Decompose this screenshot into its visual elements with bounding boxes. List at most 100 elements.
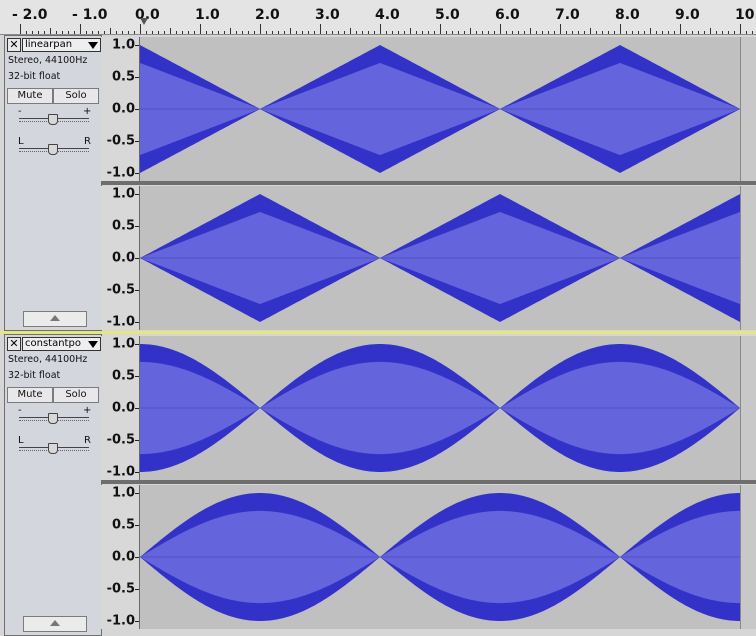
ruler-minor-tick — [188, 31, 189, 34]
ruler-minor-tick — [668, 31, 669, 34]
collapse-track-button[interactable] — [23, 616, 87, 632]
channel-separator — [101, 480, 756, 484]
ruler-minor-tick — [536, 31, 537, 34]
track-name-menu[interactable]: linearpan — [22, 38, 101, 52]
gain-plus-label: + — [83, 405, 92, 416]
ruler-minor-tick — [116, 31, 117, 34]
amplitude-label: 0.5 — [111, 218, 135, 234]
amplitude-label: 1.0 — [111, 37, 135, 53]
ruler-minor-tick — [356, 31, 357, 34]
ruler-minor-tick — [272, 31, 273, 34]
amplitude-label: -1.0 — [106, 613, 135, 629]
pan-slider-thumb[interactable] — [48, 443, 58, 454]
ruler-minor-tick — [164, 31, 165, 34]
ruler-minor-tick — [470, 28, 471, 34]
amplitude-label: -0.5 — [106, 133, 135, 149]
ruler-minor-tick — [338, 31, 339, 34]
ruler-minor-tick — [602, 31, 603, 34]
amplitude-label: 0.0 — [111, 101, 135, 117]
waveform-channel-left[interactable] — [140, 37, 740, 181]
pan-slider-thumb[interactable] — [48, 144, 58, 155]
ruler-tick-label: 9.0 — [675, 7, 700, 23]
ruler-minor-tick — [368, 31, 369, 34]
track-right-edge — [740, 336, 756, 480]
amplitude-tick — [135, 258, 139, 259]
ruler-minor-tick — [566, 31, 567, 34]
ruler-minor-tick — [170, 28, 171, 34]
amplitude-tick — [135, 472, 139, 473]
close-icon[interactable]: ✕ — [7, 337, 21, 351]
amplitude-tick — [135, 173, 139, 174]
track-name-menu[interactable]: constantpo — [22, 337, 101, 351]
track-control-panel[interactable]: ✕ constantpo Stereo, 44100Hz 32-bit floa… — [4, 334, 102, 636]
ruler-minor-tick — [590, 28, 591, 34]
gain-slider-thumb[interactable] — [48, 114, 58, 125]
amplitude-ruler: 1.0 0.5 0.0 -0.5 -1.0 — [101, 336, 140, 480]
amplitude-tick — [135, 621, 139, 622]
amplitude-tick — [135, 557, 139, 558]
ruler-major-tick — [20, 24, 21, 34]
ruler-minor-tick — [662, 31, 663, 34]
waveform-channel-right[interactable] — [140, 186, 740, 330]
mute-button[interactable]: Mute — [7, 88, 53, 104]
ruler-tick-label: 4.0 — [375, 7, 400, 23]
timeline-ruler[interactable]: - 2.0- 1.0 0.0 1.0 2.0 3.0 4.0 5.0 6.0 7.0 8.0 9.0… — [0, 0, 756, 35]
waveform-svg — [140, 45, 740, 173]
amplitude-label: -1.0 — [106, 464, 135, 480]
ruler-minor-tick — [728, 31, 729, 34]
close-icon[interactable]: ✕ — [7, 38, 21, 52]
ruler-minor-tick — [578, 31, 579, 34]
amplitude-label: -1.0 — [106, 165, 135, 181]
collapse-track-button[interactable] — [23, 311, 87, 327]
waveform-channel-right[interactable] — [140, 485, 740, 629]
track-bit-depth: 32-bit float — [8, 370, 61, 381]
ruler-minor-tick — [230, 28, 231, 34]
track-constantpo: ✕ constantpo Stereo, 44100Hz 32-bit floa… — [0, 334, 756, 636]
ruler-minor-tick — [614, 31, 615, 34]
ruler-minor-tick — [218, 31, 219, 34]
ruler-minor-tick — [518, 31, 519, 34]
ruler-minor-tick — [206, 31, 207, 34]
ruler-minor-tick — [398, 31, 399, 34]
ruler-minor-tick — [26, 31, 27, 34]
ruler-minor-tick — [92, 31, 93, 34]
track-control-panel[interactable]: ✕ linearpan Stereo, 44100Hz 32-bit float… — [4, 35, 102, 331]
ruler-minor-tick — [302, 31, 303, 34]
ruler-minor-tick — [644, 31, 645, 34]
triangle-up-icon — [50, 620, 60, 626]
ruler-minor-tick — [134, 31, 135, 34]
ruler-minor-tick — [128, 31, 129, 34]
ruler-minor-tick — [266, 31, 267, 34]
ruler-minor-tick — [692, 31, 693, 34]
ruler-minor-tick — [290, 28, 291, 34]
mute-button[interactable]: Mute — [7, 387, 53, 403]
ruler-major-tick — [680, 24, 681, 34]
ruler-major-tick — [200, 24, 201, 34]
amplitude-label: -1.0 — [106, 314, 135, 330]
ruler-minor-tick — [392, 31, 393, 34]
play-head-marker[interactable] — [140, 18, 148, 25]
ruler-minor-tick — [224, 31, 225, 34]
amplitude-tick — [135, 525, 139, 526]
ruler-major-tick — [320, 24, 321, 34]
ruler-minor-tick — [656, 31, 657, 34]
ruler-tick-label: 10.0 — [735, 7, 756, 23]
track-right-edge — [740, 485, 756, 629]
solo-button[interactable]: Solo — [53, 88, 99, 104]
ruler-minor-tick — [554, 31, 555, 34]
waveform-channel-left[interactable] — [140, 336, 740, 480]
gain-slider-thumb[interactable] — [48, 413, 58, 424]
amplitude-label: 0.0 — [111, 400, 135, 416]
amplitude-tick — [135, 376, 139, 377]
ruler-minor-tick — [596, 31, 597, 34]
ruler-minor-tick — [638, 31, 639, 34]
amplitude-tick — [135, 109, 139, 110]
amplitude-tick — [135, 141, 139, 142]
pan-right-label: R — [84, 136, 91, 147]
solo-button[interactable]: Solo — [53, 387, 99, 403]
ruler-minor-tick — [464, 31, 465, 34]
amplitude-tick — [135, 77, 139, 78]
ruler-tick-label: 2.0 — [255, 7, 280, 23]
amplitude-label: -0.5 — [106, 432, 135, 448]
amplitude-label: 0.0 — [111, 549, 135, 565]
